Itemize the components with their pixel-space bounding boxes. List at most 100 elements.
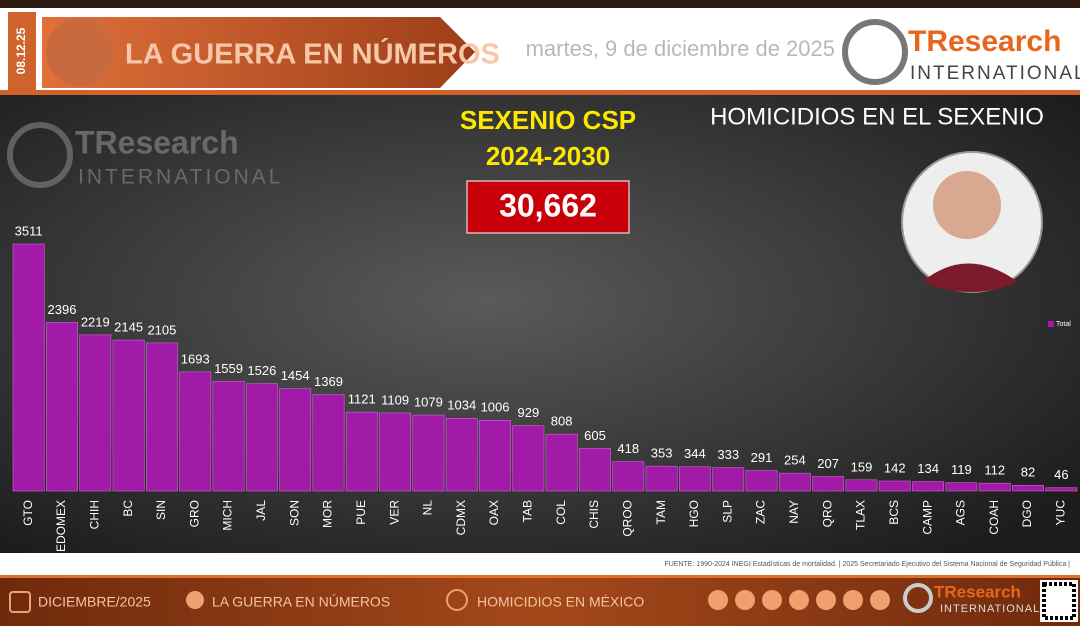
- value-label: 3511: [15, 223, 43, 238]
- value-label: 605: [584, 428, 606, 443]
- bar: [512, 425, 545, 492]
- x-tick-label: SIN: [154, 500, 168, 520]
- portrait-face: [933, 171, 1001, 239]
- value-label: 418: [617, 441, 639, 456]
- banner-map: [46, 18, 114, 86]
- watermark-mark: [7, 122, 73, 188]
- x-tick-label: NAY: [787, 500, 801, 524]
- value-label: 159: [851, 459, 873, 474]
- bar: [945, 482, 978, 492]
- footer-line: [0, 575, 1080, 578]
- bar: [778, 472, 811, 492]
- value-label: 1369: [314, 374, 343, 389]
- value-label: 1526: [247, 363, 276, 378]
- bar: [445, 418, 478, 492]
- x-tick-label: VER: [387, 500, 401, 525]
- x-tick-label: CHIH: [87, 500, 101, 529]
- x-tick-label: CAMP: [920, 500, 934, 535]
- x-tick-label: PUE: [354, 500, 368, 525]
- bar: [612, 461, 645, 492]
- bar: [545, 433, 578, 492]
- value-label: 1559: [214, 361, 243, 376]
- value-label: 2219: [81, 314, 110, 329]
- value-label: 2105: [147, 322, 176, 337]
- source-strip: [0, 553, 1080, 575]
- date-code: 08.12.25: [14, 27, 28, 74]
- x-tick-label: TLAX: [854, 500, 868, 530]
- summary-period: 2024-2030: [486, 141, 610, 171]
- watermark-sub: INTERNATIONAL: [78, 166, 283, 189]
- x-tick-label: BC: [121, 500, 135, 517]
- value-label: 1006: [481, 400, 510, 415]
- icon[interactable]: [762, 590, 782, 610]
- banner: [42, 17, 475, 88]
- bar: [379, 412, 412, 492]
- legend-label: Total: [1056, 321, 1071, 328]
- qr-code: [1040, 580, 1078, 622]
- bar: [579, 448, 611, 492]
- bar: [645, 465, 678, 492]
- x-tick-label: NL: [421, 500, 435, 516]
- bar: [845, 479, 878, 492]
- bar: [279, 388, 312, 492]
- date-strip: [8, 12, 36, 90]
- value-label: 929: [517, 405, 539, 420]
- value-label: 353: [651, 446, 673, 461]
- value-label: 46: [1054, 467, 1068, 482]
- value-label: 134: [917, 461, 939, 476]
- footer-logo-sub: INTERNATIONAL: [940, 603, 1040, 615]
- bar: [145, 342, 178, 492]
- footer: [0, 575, 1080, 626]
- x-tick-label: DGO: [1020, 500, 1034, 527]
- value-label: 82: [1021, 465, 1035, 480]
- bar: [1045, 487, 1078, 492]
- header-line: [0, 90, 1080, 95]
- value-label: 344: [684, 446, 706, 461]
- x-tick-label: COL: [554, 500, 568, 525]
- x-tick-label: SON: [287, 500, 301, 526]
- value-label: 1693: [181, 351, 210, 366]
- bar: [312, 394, 345, 492]
- bar: [978, 482, 1011, 492]
- bar: [12, 243, 45, 492]
- bar: [412, 414, 445, 492]
- chat-icon: [446, 589, 468, 611]
- footer-logo-mark: [903, 583, 933, 613]
- x-tick-label: OAX: [487, 500, 501, 525]
- bar: [245, 383, 278, 492]
- logo-sub: INTERNATIONAL: [910, 63, 1080, 84]
- icon[interactable]: [870, 590, 890, 610]
- value-label: 1121: [348, 392, 376, 407]
- x-tick-label: YUC: [1054, 500, 1068, 526]
- footer-item: DICIEMBRE/2025: [38, 594, 151, 610]
- x-tick-label: MICH: [221, 500, 235, 531]
- total-box: [466, 180, 630, 234]
- bar: [112, 339, 145, 492]
- icon[interactable]: [789, 590, 809, 610]
- x-tick-label: CDMX: [454, 500, 468, 535]
- bar: [1012, 484, 1044, 492]
- value-label: 808: [551, 414, 573, 429]
- icon[interactable]: [708, 590, 728, 610]
- value-label: 142: [884, 460, 906, 475]
- icon[interactable]: [843, 590, 863, 610]
- watermark-name: TResearch: [75, 124, 239, 160]
- x-tick-label: ZAC: [754, 500, 768, 524]
- summary-label: SEXENIO CSP: [460, 105, 636, 135]
- x-tick-label: QROO: [620, 500, 634, 537]
- value-label: 1109: [381, 392, 409, 407]
- value-label: 254: [784, 453, 806, 468]
- x-tick-label: SLP: [720, 500, 734, 523]
- x-tick-label: QRO: [820, 500, 834, 527]
- x-tick-label: TAM: [654, 500, 668, 524]
- bar: [479, 419, 511, 492]
- bar: [345, 411, 378, 492]
- social-icons: [708, 590, 890, 610]
- icon[interactable]: [816, 590, 836, 610]
- top-strip: [0, 0, 1080, 8]
- icon[interactable]: [735, 590, 755, 610]
- value-label: 207: [817, 456, 839, 471]
- legend-swatch: [1048, 321, 1054, 327]
- x-tick-label: GTO: [21, 500, 35, 526]
